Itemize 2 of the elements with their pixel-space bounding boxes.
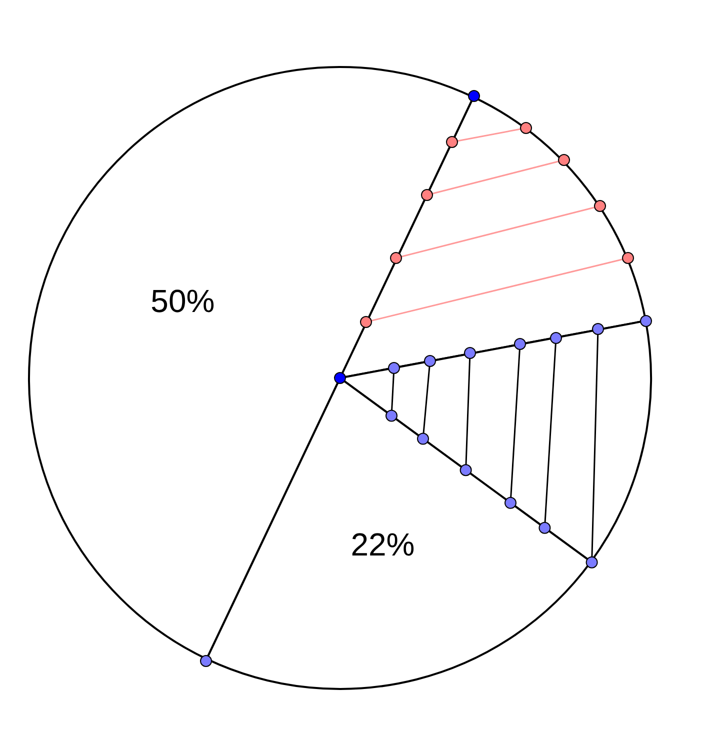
- data-label: 50%: [150, 283, 215, 320]
- data-label: 22%: [350, 526, 415, 563]
